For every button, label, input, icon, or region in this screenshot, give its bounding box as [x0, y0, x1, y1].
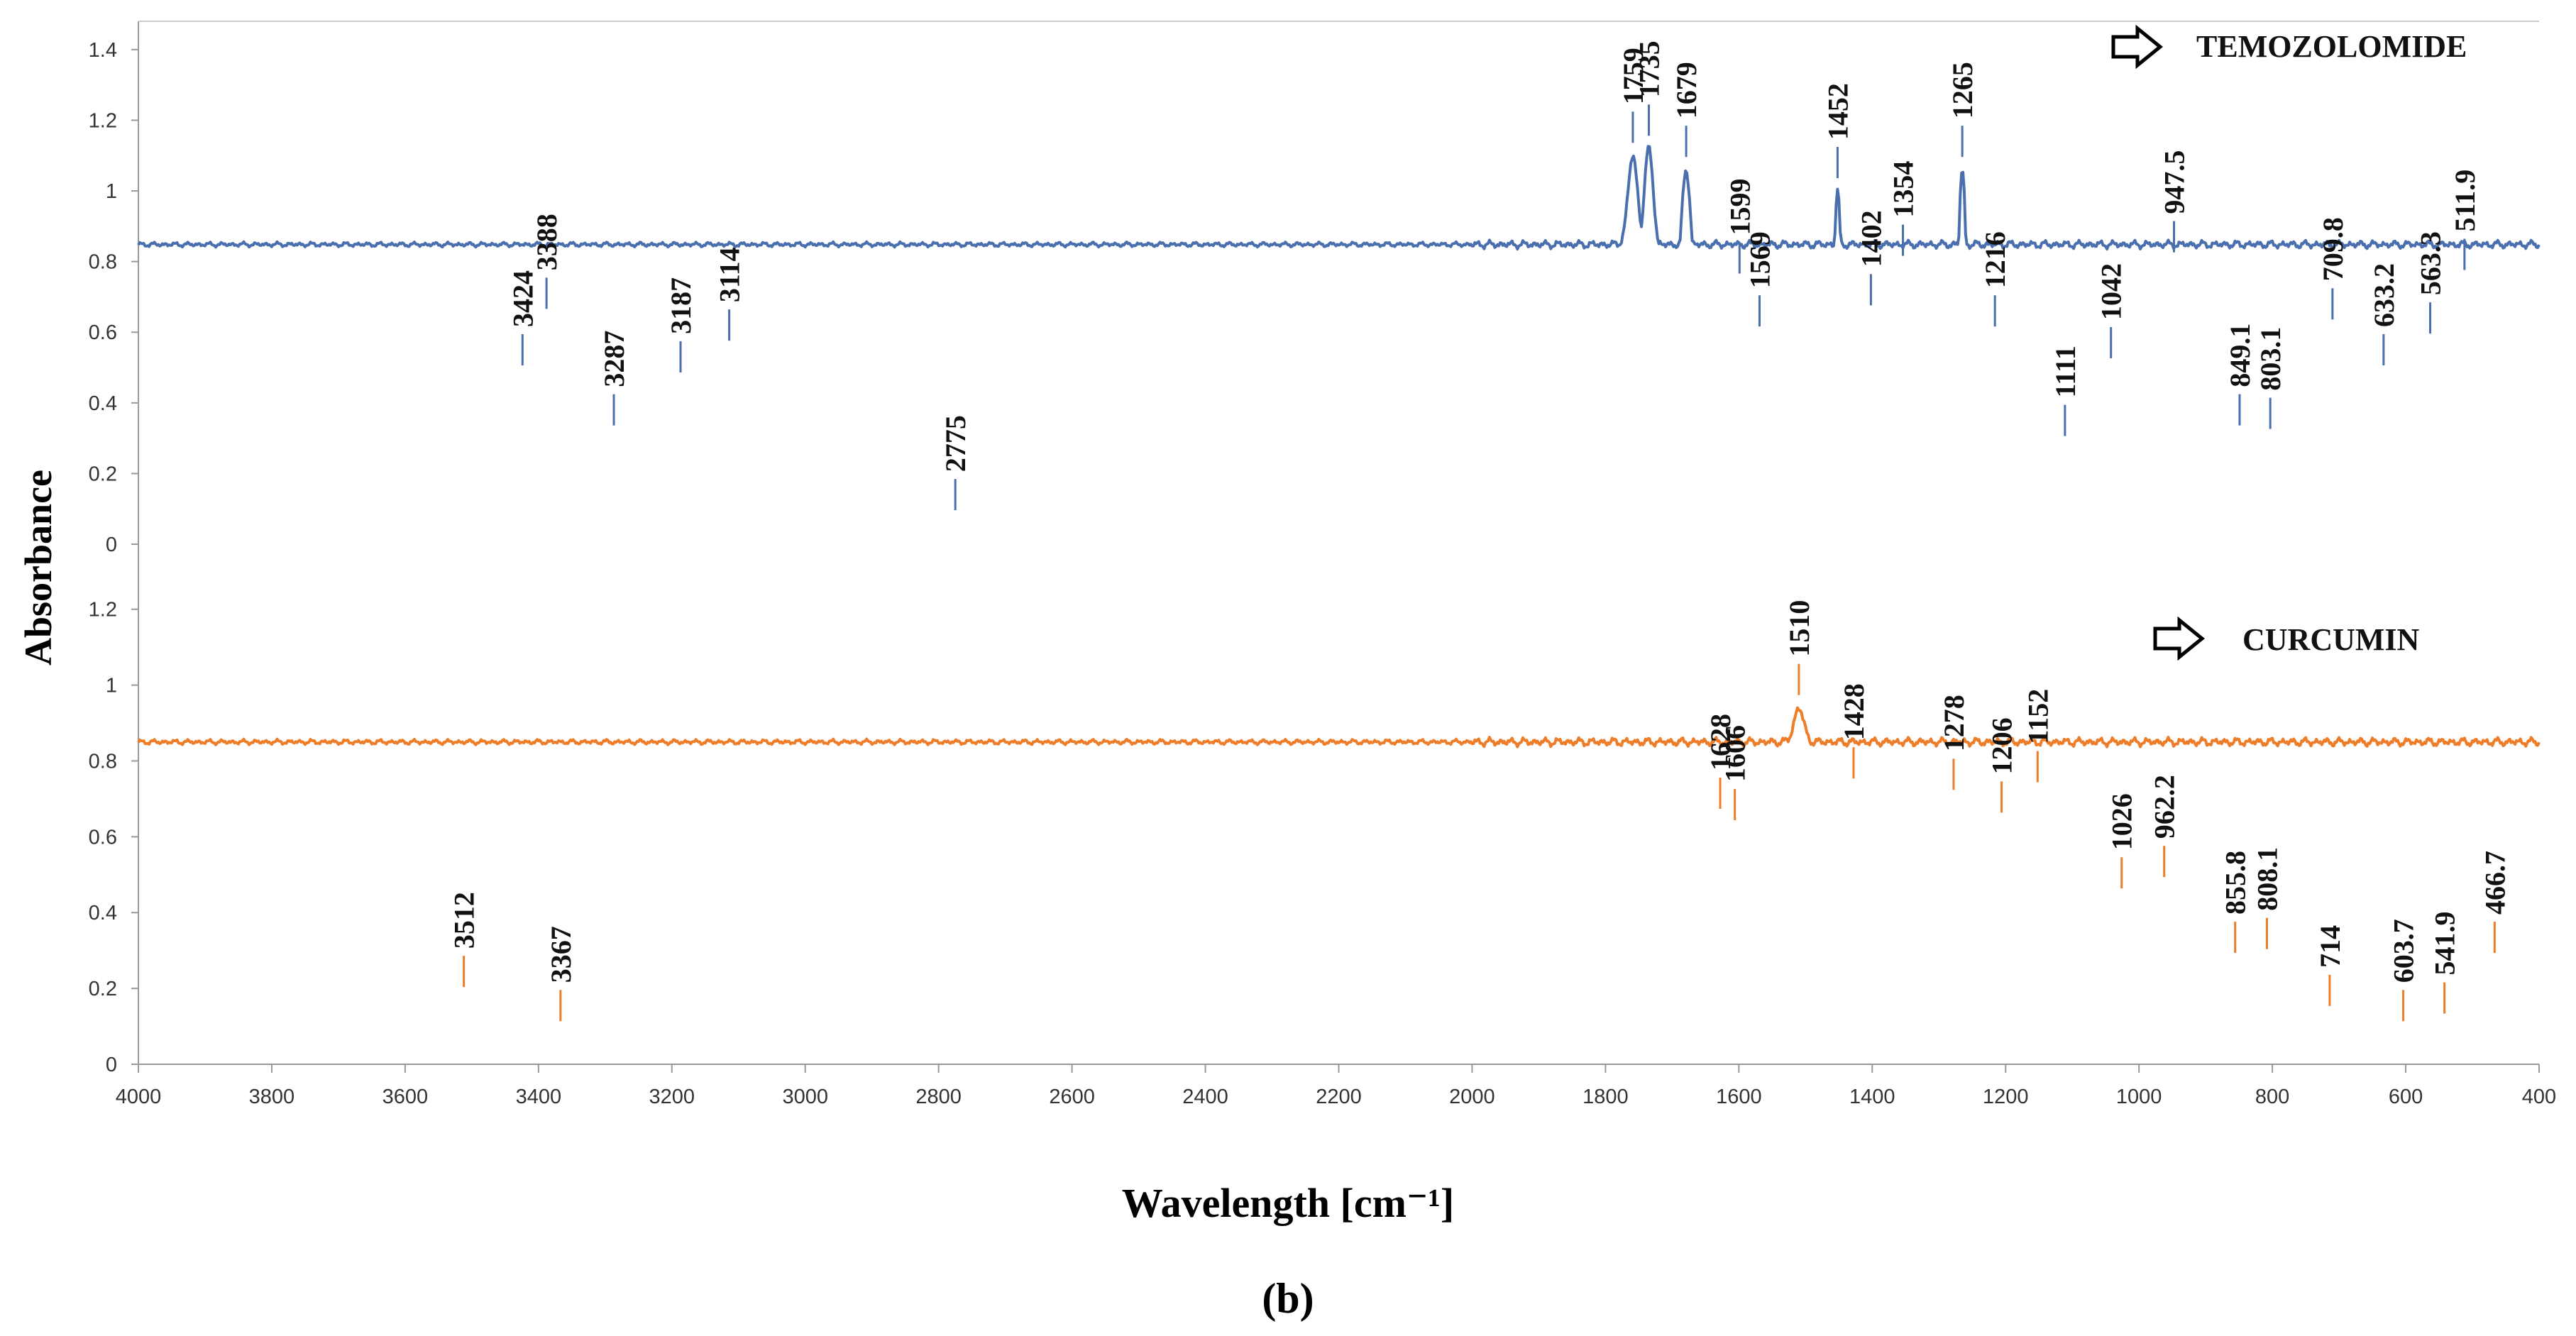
- peak-label: 3187: [665, 277, 697, 334]
- peak-label: 633.2: [2368, 263, 2400, 327]
- peak-label: 3388: [531, 214, 563, 270]
- peak-label: 603.7: [2388, 919, 2420, 983]
- peak-label: 1735: [1633, 40, 1665, 97]
- peak-label: 511.9: [2449, 170, 2481, 232]
- peak-label: 3114: [714, 247, 746, 302]
- y-tick-label: 1: [106, 675, 117, 697]
- x-tick-label: 2000: [1449, 1086, 1495, 1108]
- spectrum-line-temozolomide: [137, 145, 2541, 250]
- peak-label: 1606: [1719, 725, 1751, 782]
- x-tick-label: 600: [2389, 1086, 2423, 1108]
- y-tick-label: 0.4: [89, 392, 117, 415]
- peak-label: 1354: [1888, 161, 1920, 218]
- peak-label: 1428: [1838, 683, 1870, 740]
- peak-label: 1026: [2106, 793, 2138, 850]
- panel-label: (b): [1262, 1275, 1314, 1322]
- y-tick-label: 1.2: [89, 109, 117, 132]
- x-tick-label: 3800: [249, 1086, 295, 1108]
- peak-label: 1599: [1724, 179, 1756, 236]
- x-tick-label: 2600: [1049, 1086, 1095, 1108]
- peak-label: 1042: [2096, 263, 2128, 320]
- spectrum-line-curcumin: [137, 706, 2541, 749]
- peak-label: 3512: [448, 892, 480, 949]
- legend-temozolomide: TEMOZOLOMIDE: [2111, 24, 2467, 70]
- x-tick-label: 2200: [1316, 1086, 1362, 1108]
- x-tick-label: 1200: [1983, 1086, 2029, 1108]
- y-tick-label: 1.2: [89, 599, 117, 622]
- peak-label: 855.8: [2220, 851, 2252, 915]
- legend-curcumin: CURCUMIN: [2153, 616, 2420, 661]
- peak-label: 1452: [1822, 83, 1854, 140]
- arrow-right-icon: [2153, 616, 2205, 661]
- peak-label: 1628: [1705, 714, 1736, 771]
- x-tick-label: 3400: [516, 1086, 562, 1108]
- peak-label: 541.9: [2429, 912, 2461, 976]
- peak-label: 1265: [1947, 62, 1978, 118]
- peak-label: 2775: [940, 415, 971, 472]
- x-tick-label: 3200: [649, 1086, 695, 1108]
- x-tick-label: 4000: [116, 1086, 162, 1108]
- legend-label-temozolomide: TEMOZOLOMIDE: [2196, 29, 2467, 64]
- x-tick-label: 1000: [2116, 1086, 2162, 1108]
- y-tick-label: 0.2: [89, 978, 117, 1000]
- peak-label: 808.1: [2251, 847, 2283, 911]
- peak-label: 849.1: [2224, 324, 2256, 387]
- peak-label: 3367: [545, 926, 577, 983]
- x-axis-title: Wavelength [cm⁻¹]: [1122, 1180, 1454, 1226]
- peak-label: 1569: [1744, 231, 1776, 288]
- peak-label: 563.3: [2415, 231, 2447, 295]
- arrow-right-icon: [2111, 24, 2163, 70]
- peak-label: 709.8: [2317, 217, 2349, 281]
- x-tick-label: 1800: [1583, 1086, 1629, 1108]
- peak-label: 1679: [1670, 62, 1702, 118]
- x-tick-label: 3000: [782, 1086, 828, 1108]
- peak-label: 1111: [2049, 346, 2081, 397]
- y-tick-label: 0.6: [89, 321, 117, 344]
- peak-label: 962.2: [2149, 775, 2181, 839]
- y-tick-label: 0.4: [89, 902, 117, 924]
- peak-label: 714: [2314, 925, 2346, 968]
- peak-label: 947.5: [2159, 150, 2191, 214]
- x-tick-label: 400: [2522, 1086, 2556, 1108]
- peak-label: 803.1: [2255, 327, 2286, 391]
- x-tick-label: 1400: [1849, 1086, 1895, 1108]
- peak-label: 3424: [507, 270, 539, 327]
- y-tick-label: 0: [106, 534, 117, 556]
- y-tick-label: 0: [106, 1054, 117, 1076]
- peak-label: 466.7: [2479, 851, 2511, 915]
- peak-label: 1152: [2022, 689, 2054, 744]
- x-tick-label: 800: [2255, 1086, 2289, 1108]
- legend-label-curcumin: CURCUMIN: [2242, 622, 2420, 657]
- x-tick-label: 2800: [915, 1086, 962, 1108]
- x-tick-label: 2400: [1182, 1086, 1228, 1108]
- peak-label: 1759: [1617, 48, 1649, 104]
- x-tick-label: 3600: [382, 1086, 429, 1108]
- peak-label: 1278: [1938, 695, 1970, 751]
- y-tick-label: 0.8: [89, 251, 117, 274]
- x-tick-label: 1600: [1716, 1086, 1762, 1108]
- peak-label: 1206: [1986, 717, 2018, 774]
- peak-label: 1216: [1979, 231, 2011, 288]
- y-tick-label: 0.2: [89, 463, 117, 485]
- peak-label: 1402: [1855, 210, 1887, 267]
- peak-label: 1510: [1783, 600, 1815, 657]
- y-tick-label: 0.6: [89, 826, 117, 849]
- y-tick-label: 1: [106, 180, 117, 203]
- y-tick-label: 0.8: [89, 750, 117, 773]
- y-axis-title: Absorbance: [17, 470, 60, 666]
- peak-label: 3287: [598, 331, 630, 387]
- y-tick-label: 1.4: [89, 39, 117, 62]
